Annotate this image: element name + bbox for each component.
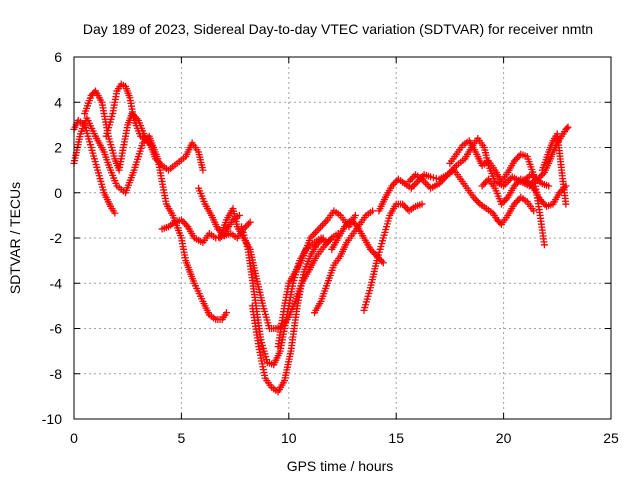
data-point [545, 182, 553, 190]
y-tick-label: 0 [54, 185, 62, 201]
data-point [223, 309, 231, 317]
satellite-track-17 [478, 175, 570, 210]
data-point [478, 182, 486, 190]
x-axis-label: GPS time / hours [287, 458, 394, 474]
x-tick-label: 0 [70, 430, 78, 446]
data-marker [481, 179, 489, 187]
data-point [328, 234, 336, 242]
satellite-track-3 [81, 87, 207, 174]
satellite-track-9 [248, 234, 327, 396]
chart-title: Day 189 of 2023, Sidereal Day-to-day VTE… [83, 21, 593, 37]
data-point [540, 241, 548, 249]
data-point [246, 218, 254, 226]
grid-layer [74, 57, 611, 419]
satellite-track-19 [538, 130, 570, 208]
data-marker [326, 236, 334, 244]
satellite-track-18 [521, 123, 572, 183]
data-point [111, 209, 119, 217]
data-marker [473, 197, 481, 205]
data-marker [496, 219, 504, 227]
x-tick-label: 10 [281, 430, 297, 446]
data-point [418, 200, 426, 208]
data-point [530, 207, 538, 215]
data-point [562, 200, 570, 208]
data-marker [400, 202, 408, 210]
tick-layer: 0 5 10 15 20 25 -10 -8 -6 -4 -2 0 2 4 6 [42, 49, 619, 446]
data-point [199, 166, 207, 174]
data-layer [70, 80, 572, 396]
x-tick-label: 25 [603, 430, 619, 446]
satellite-track-4 [102, 80, 231, 323]
data-point [369, 207, 377, 215]
data-marker [412, 179, 420, 187]
y-tick-label: 6 [54, 49, 62, 65]
x-tick-label: 15 [388, 430, 404, 446]
data-point [319, 234, 327, 242]
data-marker [409, 183, 417, 191]
y-tick-label: -4 [50, 275, 63, 291]
y-axis-label: SDTVAR / TECUs [7, 182, 23, 294]
data-marker [407, 176, 415, 184]
x-tick-label: 20 [496, 430, 512, 446]
y-tick-label: -6 [50, 321, 63, 337]
data-point [351, 211, 359, 219]
y-tick-label: 2 [54, 140, 62, 156]
satellite-track-15 [405, 166, 538, 228]
data-marker [480, 180, 488, 188]
data-marker [471, 195, 479, 203]
data-marker [474, 198, 482, 206]
data-marker [563, 124, 571, 132]
y-tick-label: 4 [54, 94, 62, 110]
satellite-track-14 [375, 134, 553, 215]
y-tick-label: -2 [50, 230, 63, 246]
satellite-track-13 [360, 200, 426, 314]
data-marker [243, 222, 251, 230]
y-tick-label: -8 [50, 366, 63, 382]
data-marker [245, 220, 253, 228]
x-tick-label: 5 [178, 430, 186, 446]
satellite-track-2 [70, 116, 119, 217]
satellite-track-6 [195, 184, 243, 240]
data-point [564, 123, 572, 131]
data-point [235, 211, 243, 219]
data-marker [179, 218, 187, 226]
satellite-track-11 [311, 207, 377, 317]
y-tick-label: -10 [42, 411, 62, 427]
data-point [379, 259, 387, 267]
